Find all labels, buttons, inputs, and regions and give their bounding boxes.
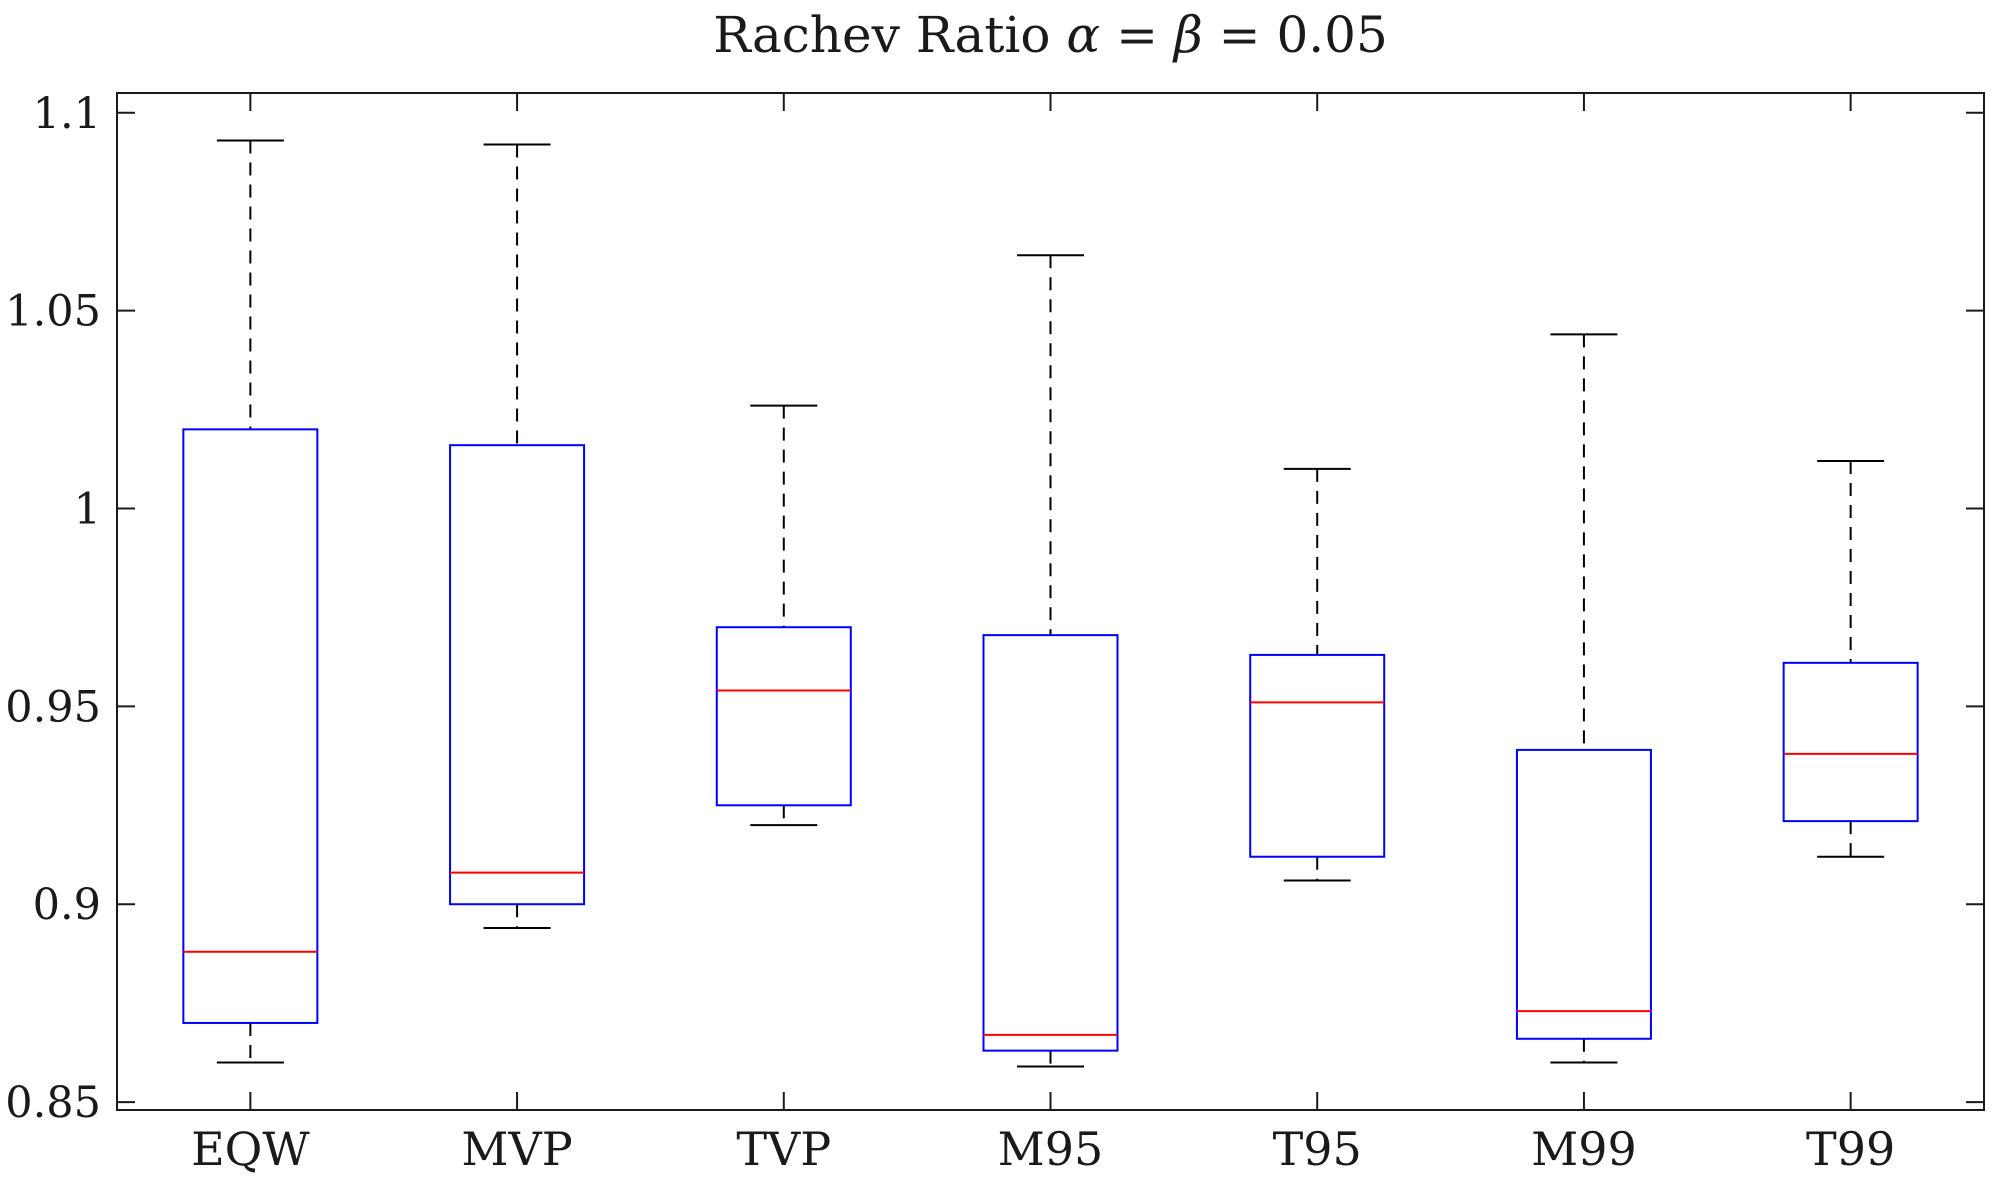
title-greek-segment: α — [1066, 6, 1100, 64]
box-MVP — [449, 444, 586, 906]
x-tick-label-T95: T95 — [1273, 1122, 1362, 1176]
title-text-segment: = 0.05 — [1203, 6, 1388, 64]
box-T99 — [1782, 661, 1919, 823]
title-text-segment: Rachev Ratio — [713, 6, 1066, 64]
box-M99 — [1515, 748, 1652, 1040]
title-greek-segment: β — [1172, 6, 1203, 64]
title-text-segment: = — [1100, 6, 1174, 64]
x-tick-label-T99: T99 — [1806, 1122, 1895, 1176]
box-EQW — [182, 428, 319, 1024]
x-tick-label-M99: M99 — [1531, 1122, 1637, 1176]
x-tick-label-EQW: EQW — [191, 1122, 310, 1176]
box-M95 — [982, 634, 1119, 1052]
y-tick-label-0.9: 0.9 — [33, 880, 101, 930]
x-tick-label-TVP: TVP — [736, 1122, 831, 1176]
y-tick-label-0.85: 0.85 — [5, 1078, 101, 1128]
box-T95 — [1249, 653, 1386, 858]
chart-title: Rachev Ratio α = β = 0.05 — [713, 6, 1388, 64]
y-tick-label-1.05: 1.05 — [5, 287, 101, 337]
x-tick-label-MVP: MVP — [461, 1122, 572, 1176]
y-tick-label-1.1: 1.1 — [33, 89, 101, 139]
y-tick-label-1: 1 — [74, 485, 101, 535]
box-TVP — [715, 626, 852, 807]
x-tick-label-M95: M95 — [998, 1122, 1104, 1176]
y-tick-label-0.95: 0.95 — [5, 682, 101, 732]
